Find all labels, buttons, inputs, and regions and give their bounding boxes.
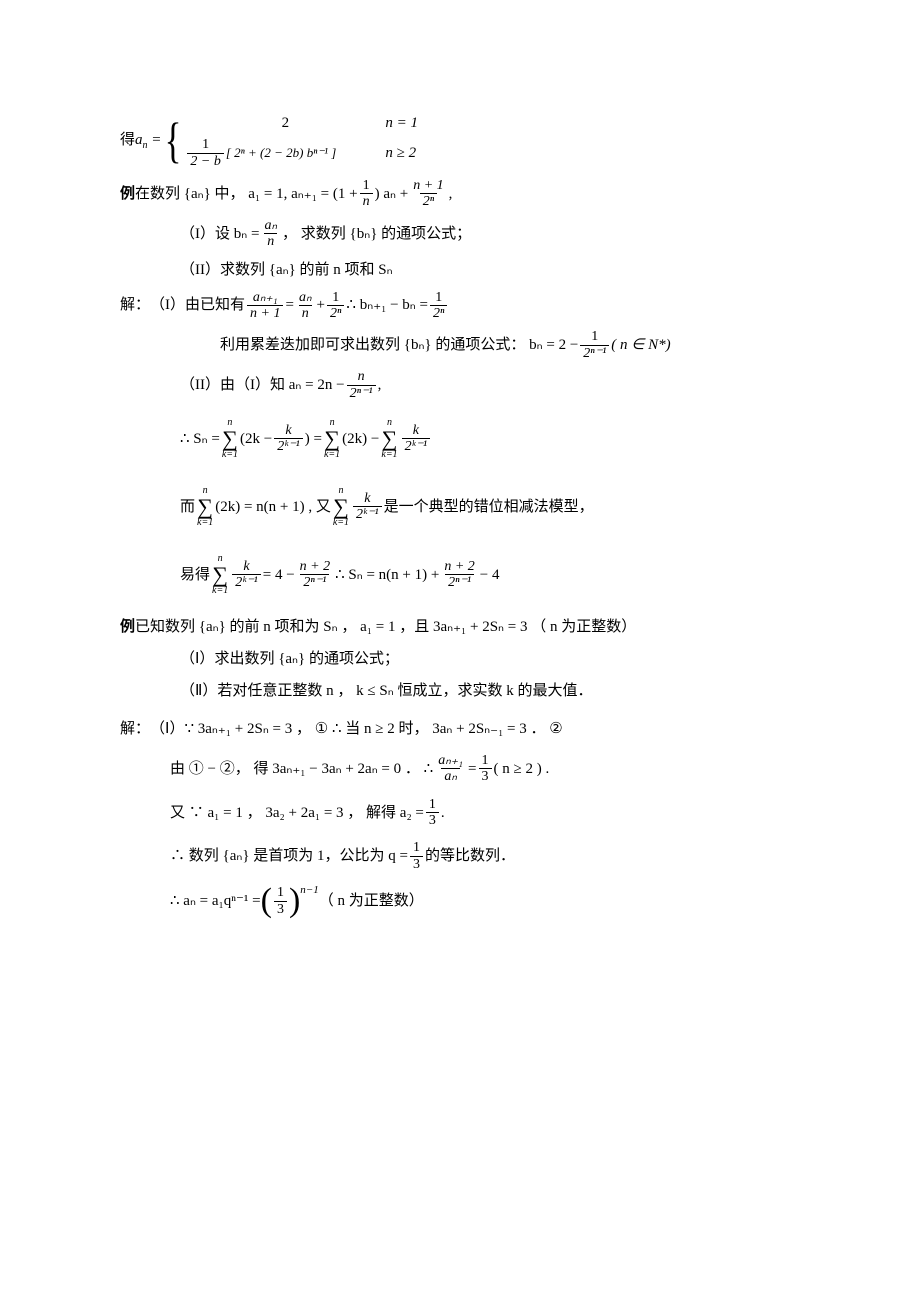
sol1-line3: （II） 由（I）知 aₙ = 2n − n2ⁿ⁻¹ ,	[120, 369, 800, 401]
part-label: （II）	[180, 258, 220, 282]
document-page: 得 an = { 2 n = 1 1 2 − b [ 2ⁿ + (2 − 2b)…	[0, 0, 920, 1302]
sol2-line2: 由 ① − ②， 得 3aₙ₊₁ − 3aₙ + 2aₙ = 0 ． ∴ aₙ₊…	[120, 753, 800, 785]
part-label: （I）	[180, 222, 215, 246]
example2-part1: （Ⅰ） 求出数列 {aₙ} 的通项公式；	[120, 647, 800, 671]
big-fraction-power: ( 13 ) n−1	[261, 884, 319, 918]
example1-part1: （I） 设 bₙ = aₙn ， 求数列 {bₙ} 的通项公式；	[120, 218, 800, 250]
fraction: 1 2 − b	[187, 137, 223, 169]
example1-part2: （II） 求数列 {aₙ} 的前 n 项和 Sₙ	[120, 258, 800, 282]
sol2-line4: ∴ 数列 {aₙ} 是首项为 1，公比为 q = 13 的等比数列．	[120, 840, 800, 872]
example1-stem: 例 在数列 {aₙ} 中， a₁ = 1, aₙ₊₁ = (1 + 1n ) a…	[120, 178, 800, 210]
paren-right-icon: )	[289, 884, 300, 918]
left-brace: {	[165, 111, 182, 169]
eq-piecewise: 得 an = { 2 n = 1 1 2 − b [ 2ⁿ + (2 − 2b)…	[120, 110, 800, 170]
sol2-line1: 解： （Ⅰ） ∵ 3aₙ₊₁ + 2Sₙ = 3 ， ① ∴ 当 n ≥ 2 时…	[120, 717, 800, 741]
sol1-line1: 解： （I） 由已知有 aₙ₊₁n + 1 = aₙn + 12ⁿ ∴ bₙ₊₁…	[120, 290, 800, 322]
case2-cond: n ≥ 2	[385, 141, 445, 165]
sol2-line3: 又 ∵ a₁ = 1 ， 3a₂ + 2a₁ = 3 ， 解得 a₂ = 13 …	[120, 797, 800, 829]
var-an: an =	[135, 128, 161, 152]
sol1-line5: 而 n∑k=1 (2k) = n(n + 1) , 又 n∑k=1 k2ᵏ⁻¹ …	[120, 477, 800, 537]
case1-cond: n = 1	[385, 111, 445, 135]
solution-label: 解：	[120, 293, 150, 317]
example-label: 例	[120, 182, 135, 206]
paren-left-icon: (	[261, 884, 272, 918]
example2-stem: 例 已知数列 {aₙ} 的前 n 项和为 Sₙ ， a₁ = 1 ，且 3aₙ₊…	[120, 615, 800, 639]
cases: 2 n = 1 1 2 − b [ 2ⁿ + (2 − 2b) bⁿ⁻¹ ] n…	[185, 111, 445, 169]
brace-wrap: { 2 n = 1 1 2 − b [ 2ⁿ + (2 − 2b) bⁿ⁻¹ ]…	[161, 111, 445, 169]
example2-part2: （Ⅱ） 若对任意正整数 n ， k ≤ Sₙ 恒成立，求实数 k 的最大值．	[120, 679, 800, 703]
example-label: 例	[120, 615, 135, 639]
sol1-line2: 利用累差迭加即可求出数列 {bₙ} 的通项公式： bₙ = 2 − 12ⁿ⁻¹ …	[120, 329, 800, 361]
case1-expr: 2	[185, 111, 385, 135]
case2-expr: 1 2 − b [ 2ⁿ + (2 − 2b) bⁿ⁻¹ ]	[185, 137, 385, 169]
solution-label: 解：	[120, 717, 150, 741]
text: 得	[120, 128, 135, 152]
sol1-line4: ∴ Sₙ = n∑k=1 (2k − k2ᵏ⁻¹ ) = n∑k=1 (2k) …	[120, 409, 800, 469]
text: 在数列 {aₙ} 中， a₁ = 1, aₙ₊₁ = (1 +	[135, 182, 358, 206]
exponent: n−1	[300, 882, 318, 900]
sum-icon: n∑k=1	[222, 418, 238, 460]
sol1-line6: 易得 n∑k=1 k2ᵏ⁻¹ = 4 − n + 22ⁿ⁻¹ ∴ Sₙ = n(…	[120, 545, 800, 605]
sol2-line5: ∴ aₙ = a₁qⁿ⁻¹ = ( 13 ) n−1 （ n 为正整数）	[120, 884, 800, 918]
